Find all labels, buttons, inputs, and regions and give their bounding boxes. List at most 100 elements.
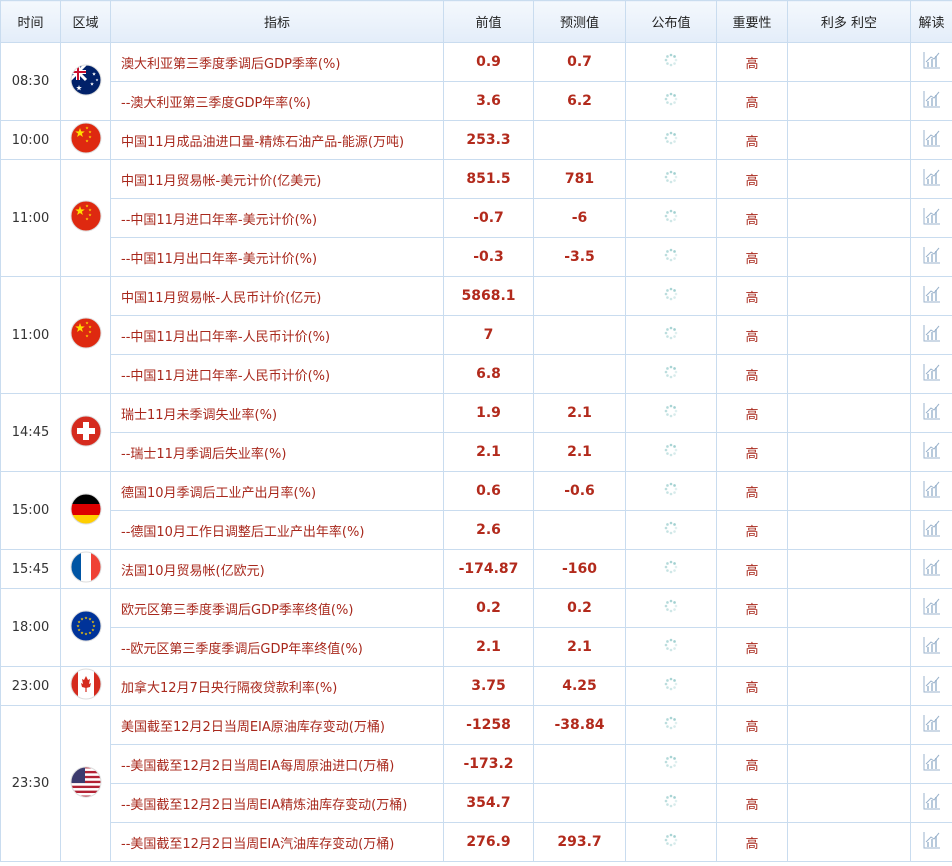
- icon-part: [664, 760, 668, 764]
- icon-part: [934, 173, 937, 184]
- icon-part: [70, 777, 101, 781]
- icon-part: [923, 208, 940, 225]
- analysis-link[interactable]: [910, 81, 952, 121]
- analysis-link[interactable]: [910, 432, 952, 472]
- icon-part: [664, 526, 668, 530]
- forecast-value: [533, 120, 626, 160]
- impact: [787, 783, 911, 823]
- icon: [70, 200, 101, 232]
- analysis-link[interactable]: [910, 120, 952, 160]
- column-header: 解读: [910, 0, 952, 43]
- icon-part: [930, 761, 933, 769]
- analysis-link[interactable]: [910, 744, 952, 784]
- analysis-link[interactable]: [910, 237, 952, 277]
- analysis-link[interactable]: [910, 393, 952, 433]
- region-flag: [60, 159, 111, 277]
- icon-part: [664, 58, 668, 62]
- analysis-link[interactable]: [910, 549, 952, 589]
- importance: 高: [716, 705, 788, 745]
- region-flag: [60, 549, 111, 589]
- analysis-link[interactable]: [910, 588, 952, 628]
- icon: [664, 287, 678, 301]
- impact: [787, 471, 911, 511]
- icon-part: [673, 803, 676, 806]
- published-value: [625, 705, 717, 745]
- importance: 高: [716, 393, 788, 433]
- icon-part: [666, 406, 669, 409]
- analysis-link[interactable]: [910, 198, 952, 238]
- icon-part: [923, 520, 940, 537]
- icon-part: [674, 331, 678, 335]
- icon-part: [925, 286, 939, 297]
- analysis-link[interactable]: [910, 666, 952, 706]
- analysis-link[interactable]: [910, 276, 952, 316]
- icon-part: [930, 488, 933, 496]
- icon-part: [930, 176, 933, 184]
- column-header: 公布值: [625, 0, 717, 43]
- event-time: 15:00: [0, 471, 61, 550]
- icon-part: [664, 370, 668, 374]
- indicator-name: 德国10月季调后工业产出月率(%): [110, 471, 444, 511]
- forecast-value: [533, 354, 626, 394]
- event-row: 15:45 法国10月贸易帐(亿欧元) -174.87 -160 高: [0, 549, 952, 589]
- icon: [70, 64, 101, 95]
- icon: [664, 638, 678, 652]
- indicator-name: --中国11月进口年率-美元计价(%): [110, 198, 444, 238]
- icon-part: [930, 59, 933, 67]
- icon-part: [923, 559, 940, 576]
- icon-part: [923, 442, 940, 459]
- icon-part: [674, 526, 678, 530]
- icon-part: [926, 296, 929, 301]
- icon-part: [674, 448, 678, 452]
- event-row: 23:00 加拿大12月7日央行隔夜贷款利率(%) 3.75 4.25 高: [0, 666, 952, 706]
- icon-part: [930, 254, 933, 262]
- analysis-link[interactable]: [910, 510, 952, 550]
- icon-part: [926, 530, 929, 535]
- event-time: 08:30: [0, 42, 61, 121]
- event-row: 14:45 瑞士11月未季调失业率(%) 1.9 2.1 高: [0, 393, 952, 472]
- analysis-link[interactable]: [910, 783, 952, 823]
- icon-part: [669, 258, 673, 262]
- impact: [787, 81, 911, 121]
- icon-part: [74, 323, 85, 333]
- icon-part: [926, 140, 929, 145]
- icon: [664, 443, 678, 457]
- icon-part: [666, 640, 669, 643]
- icon-part: [666, 647, 669, 650]
- importance: 高: [716, 822, 788, 862]
- analysis-link[interactable]: [910, 471, 952, 511]
- forecast-value: 2.1: [533, 627, 626, 667]
- icon-part: [934, 797, 937, 808]
- icon-part: [90, 627, 94, 631]
- icon-part: [930, 800, 933, 808]
- previous-value: 1.9: [443, 393, 534, 433]
- icon-part: [673, 250, 676, 253]
- analysis-link[interactable]: [910, 822, 952, 862]
- icon-part: [669, 492, 673, 496]
- event-row: 11:00 中国11月贸易帐-美元计价(亿美元) 851.5 781 高: [0, 159, 952, 277]
- icon-part: [669, 102, 673, 106]
- importance: 高: [716, 276, 788, 316]
- previous-value: -0.3: [443, 237, 534, 277]
- icon-part: [90, 552, 101, 582]
- icon-part: [669, 248, 673, 252]
- analysis-link[interactable]: [910, 42, 952, 82]
- icon-part: [923, 169, 940, 186]
- icon-part: [925, 442, 939, 453]
- published-value: [625, 159, 717, 199]
- icon-part: [930, 644, 933, 652]
- icon-part: [76, 427, 95, 434]
- icon-part: [666, 569, 669, 572]
- analysis-link[interactable]: [910, 354, 952, 394]
- icon-part: [926, 686, 929, 691]
- analysis-link[interactable]: [910, 159, 952, 199]
- icon-part: [673, 484, 676, 487]
- importance: 高: [716, 549, 788, 589]
- analysis-link[interactable]: [910, 705, 952, 745]
- icon-part: [926, 335, 929, 340]
- analysis-link[interactable]: [910, 627, 952, 667]
- analysis-link[interactable]: [910, 315, 952, 355]
- icon-part: [664, 604, 668, 608]
- icon-part: [673, 523, 676, 526]
- indicator-name: --中国11月进口年率-人民币计价(%): [110, 354, 444, 394]
